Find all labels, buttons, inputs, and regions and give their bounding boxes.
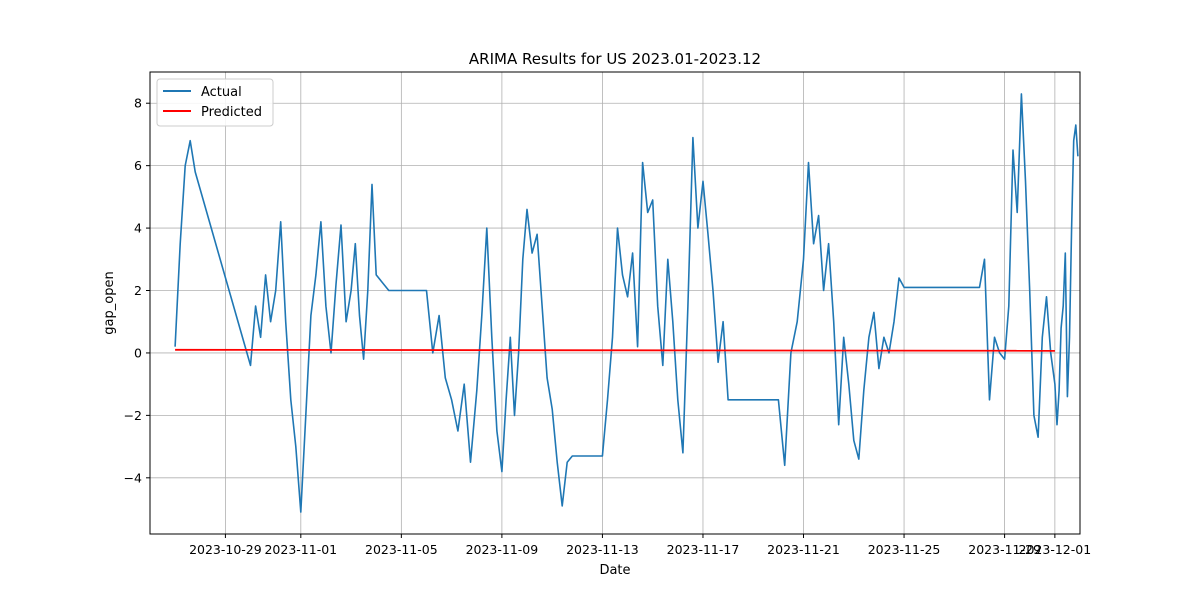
x-axis-label: Date [599, 563, 630, 578]
y-tick-label: −2 [124, 408, 142, 423]
x-tick-label: 2023-11-13 [566, 542, 639, 557]
x-tick-label: 2023-11-01 [264, 542, 337, 557]
chart-title: ARIMA Results for US 2023.01-2023.12 [469, 50, 761, 68]
x-tick-label: 2023-12-01 [1019, 542, 1092, 557]
x-tick-label: 2023-11-29 [968, 542, 1041, 557]
y-tick-label: 2 [134, 283, 142, 298]
x-tick-label: 2023-11-17 [667, 542, 740, 557]
y-tick-label: 6 [134, 158, 142, 173]
y-tick-label: 8 [134, 96, 142, 111]
x-tick-label: 2023-11-25 [868, 542, 941, 557]
y-ticks: −4 −2 0 2 4 6 8 [124, 96, 150, 485]
legend: Actual Predicted [156, 78, 274, 127]
series-lines [174, 93, 1079, 513]
legend-label-predicted: Predicted [201, 105, 262, 120]
plot-frame [149, 71, 1081, 535]
series-line-actual [174, 93, 1079, 513]
x-tick-label: 2023-11-05 [365, 542, 438, 557]
x-tick-label: 2023-11-21 [767, 542, 840, 557]
y-tick-label: 4 [134, 221, 142, 236]
grid [150, 72, 1080, 534]
x-tick-label: 2023-10-29 [189, 542, 262, 557]
y-axis-label: gap_open [102, 271, 117, 334]
y-tick-label: −4 [124, 470, 142, 485]
legend-label-actual: Actual [201, 85, 242, 100]
x-ticks: 2023-10-29 2023-11-01 2023-11-05 2023-11-09… [189, 534, 1091, 557]
x-tick-label: 2023-11-09 [466, 542, 539, 557]
series-line-predicted [175, 348, 1055, 352]
y-tick-label: 0 [134, 345, 142, 360]
